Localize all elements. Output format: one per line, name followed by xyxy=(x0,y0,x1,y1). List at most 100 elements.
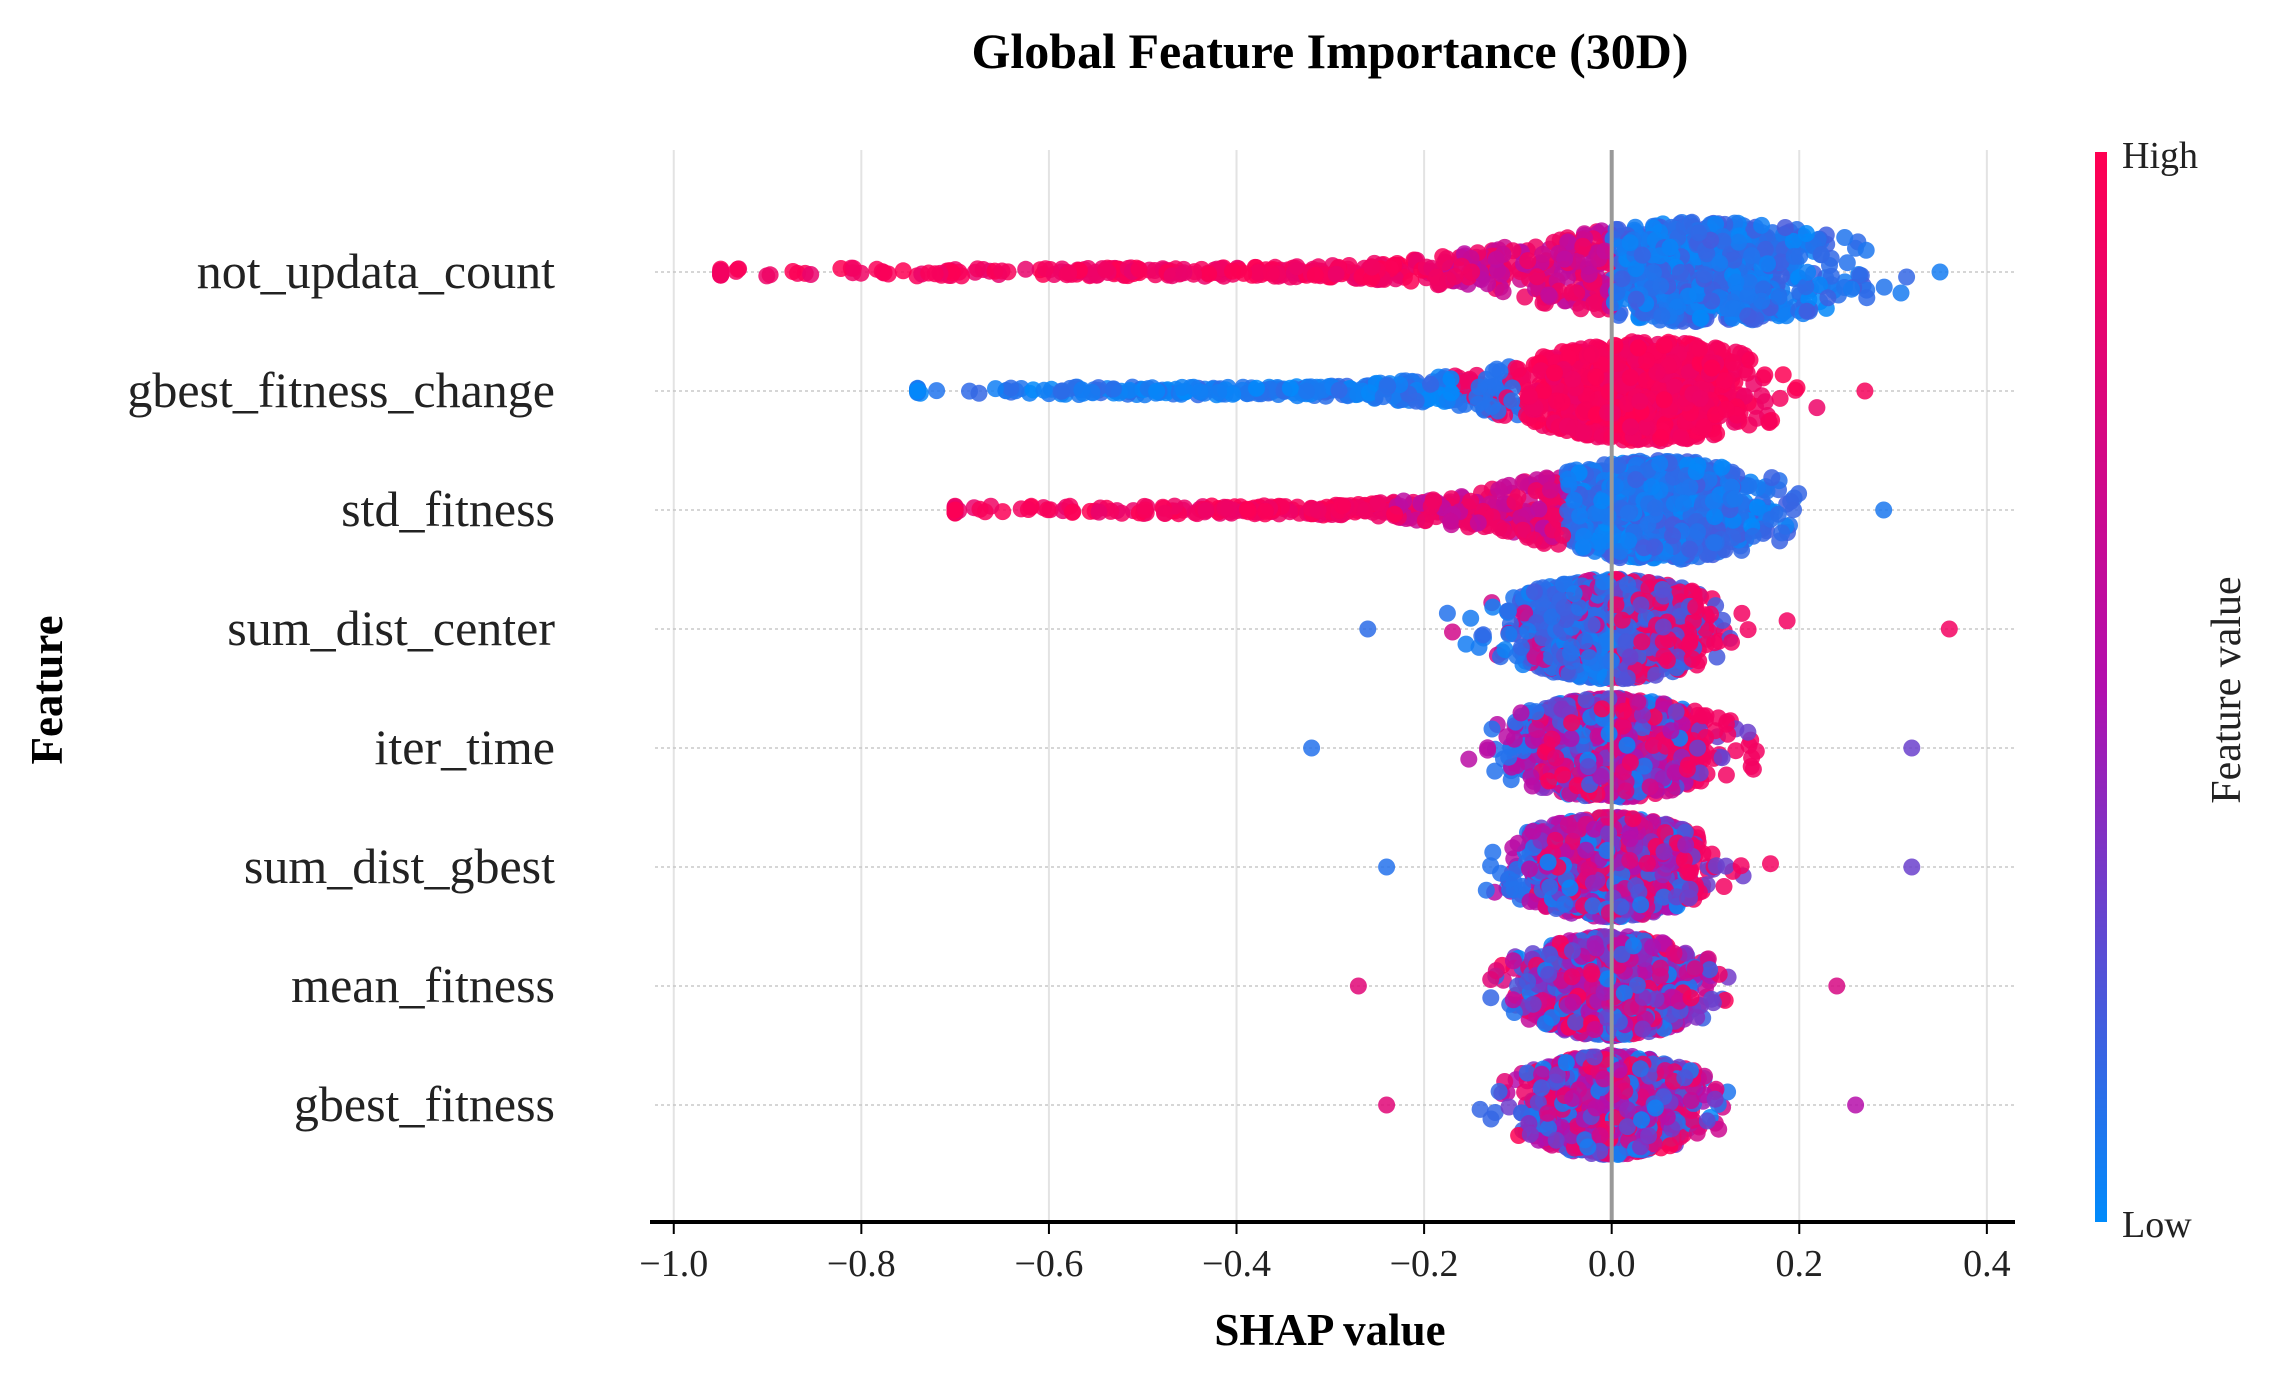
shap-point xyxy=(1740,621,1757,638)
shap-point xyxy=(1568,285,1585,302)
shap-point xyxy=(1422,376,1439,393)
shap-point xyxy=(1521,388,1538,405)
shap-point xyxy=(1843,281,1860,298)
shap-point xyxy=(1017,261,1034,278)
shap-point xyxy=(1772,390,1789,407)
shap-point xyxy=(1713,459,1730,476)
shap-point xyxy=(1730,234,1747,251)
shap-point xyxy=(1672,264,1689,281)
shap-point xyxy=(1174,379,1191,396)
shap-point xyxy=(895,262,912,279)
shap-point xyxy=(1639,516,1656,533)
shap-point xyxy=(1534,246,1551,263)
shap-point xyxy=(1175,264,1192,281)
shap-point xyxy=(1593,492,1610,509)
shap-point xyxy=(1711,255,1728,272)
shap-point xyxy=(1571,508,1588,525)
shap-point xyxy=(1777,219,1794,236)
shap-point xyxy=(1628,291,1645,308)
shap-point xyxy=(1786,248,1803,265)
shap-point xyxy=(1790,485,1807,502)
shap-point xyxy=(1876,279,1893,296)
shap-point xyxy=(1813,246,1830,263)
shap-point xyxy=(729,261,746,278)
shap-point xyxy=(1740,477,1757,494)
shap-point xyxy=(1630,339,1647,356)
shap-point xyxy=(845,260,862,277)
shap-point xyxy=(802,266,819,283)
shap-point xyxy=(1408,393,1425,410)
shap-point xyxy=(1575,425,1592,442)
shap-point xyxy=(1121,382,1138,399)
shap-point xyxy=(1613,270,1630,287)
shap-point xyxy=(1753,217,1770,234)
shap-point xyxy=(1148,383,1165,400)
shap-point xyxy=(1706,508,1723,525)
shap-point xyxy=(1620,505,1637,522)
shap-point xyxy=(1039,501,1056,518)
shap-point xyxy=(1745,528,1762,545)
shap-point xyxy=(1105,380,1122,397)
shap-point xyxy=(1705,493,1722,510)
shap-point xyxy=(1540,287,1557,304)
shap-point xyxy=(1607,477,1624,494)
shap-point xyxy=(1756,366,1773,383)
shap-point xyxy=(1858,289,1875,306)
shap-point xyxy=(1331,382,1348,399)
shap-point xyxy=(1856,383,1873,400)
shap-point xyxy=(1622,418,1639,435)
shap-point xyxy=(1131,261,1148,278)
shap-point xyxy=(1503,392,1520,409)
shap-point xyxy=(927,265,944,282)
shap-point xyxy=(1458,636,1475,653)
shap-point xyxy=(1606,337,1623,354)
shap-point xyxy=(1775,366,1792,383)
shap-point xyxy=(1444,624,1461,641)
shap-point xyxy=(1334,497,1351,514)
shap-point xyxy=(762,266,779,283)
shap-point xyxy=(1691,340,1708,357)
shap-point xyxy=(969,260,986,277)
shap-point xyxy=(1036,382,1053,399)
shap-point xyxy=(1526,531,1543,548)
shap-point xyxy=(1839,254,1856,271)
shap-point xyxy=(1493,266,1510,283)
shap-point xyxy=(1587,368,1604,385)
shap-point xyxy=(1560,477,1577,494)
shap-point xyxy=(1652,277,1669,294)
shap-point xyxy=(1468,389,1485,406)
shap-point xyxy=(1875,502,1892,519)
shap-point xyxy=(947,502,964,519)
shap-point xyxy=(1356,502,1373,519)
shap-point xyxy=(1622,369,1639,386)
shap-point xyxy=(1797,278,1814,295)
shap-point xyxy=(1763,469,1780,486)
shap-point xyxy=(1893,285,1910,302)
shap-point xyxy=(1688,463,1705,480)
shap-point xyxy=(1546,364,1563,381)
shap-point xyxy=(1363,259,1380,276)
shap-point xyxy=(1156,505,1173,522)
shap-point xyxy=(1785,501,1802,518)
shap-point xyxy=(1488,361,1505,378)
shap-point xyxy=(1581,266,1598,283)
shap-point xyxy=(1490,481,1507,498)
y-axis-title: Feature xyxy=(22,615,72,764)
shap-point xyxy=(1058,266,1075,283)
x-axis-title: SHAP value xyxy=(1214,1305,1445,1355)
shap-point xyxy=(1375,388,1392,405)
shap-point xyxy=(1462,610,1479,627)
shap-point xyxy=(1819,289,1836,306)
shap-point xyxy=(1443,384,1460,401)
shap-point xyxy=(1743,247,1760,264)
shap-point xyxy=(1692,310,1709,327)
shap-point xyxy=(1898,269,1915,286)
shap-point xyxy=(1690,224,1707,241)
chart-title: Global Feature Importance (30D) xyxy=(971,23,1688,79)
shap-point xyxy=(1248,380,1265,397)
shap-point xyxy=(784,263,801,280)
shap-point xyxy=(1574,238,1591,255)
shap-point xyxy=(712,264,729,281)
shap-point xyxy=(1681,479,1698,496)
